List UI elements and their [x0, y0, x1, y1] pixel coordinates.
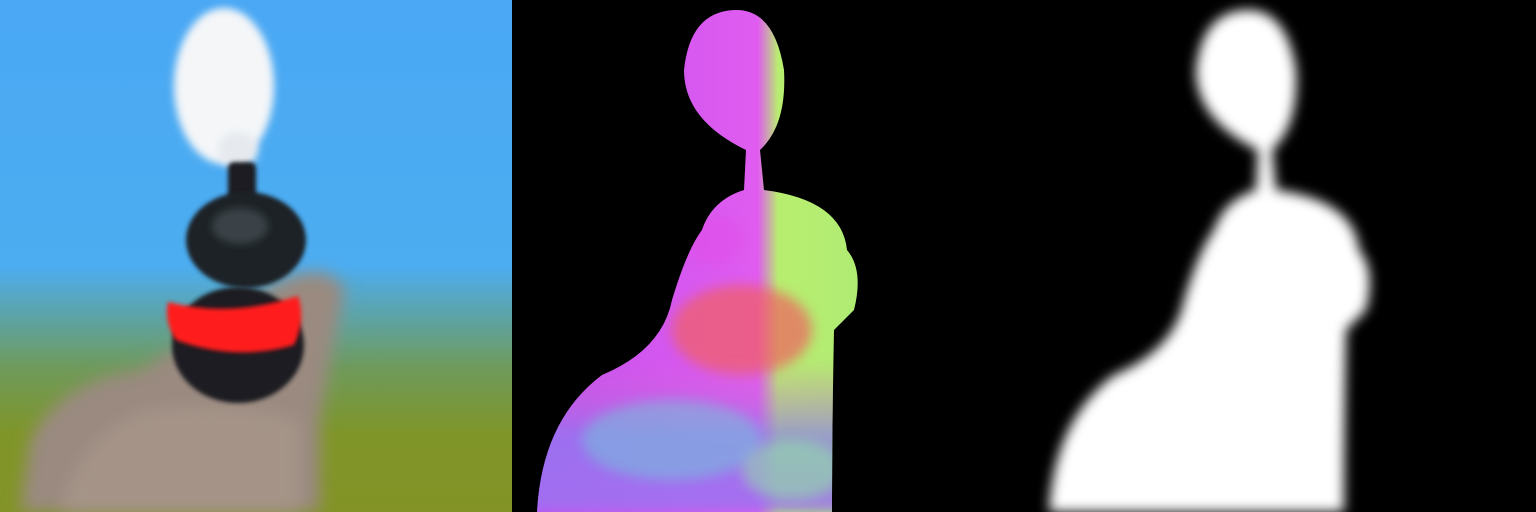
steam-plume [174, 8, 274, 164]
mask-silhouette [1049, 9, 1370, 512]
normal-map-panel [512, 0, 1024, 512]
rgb-render-panel [0, 0, 512, 512]
boiler-highlight [212, 208, 268, 244]
chimney [228, 162, 256, 202]
rgb-render-image [0, 0, 512, 512]
red-buffer-beam [167, 296, 302, 353]
alpha-mask-panel [1024, 0, 1536, 512]
steam-base [218, 132, 258, 168]
normal-map-image [512, 0, 1024, 512]
alpha-mask-image [1024, 0, 1536, 512]
smoke-cloud-lower [60, 406, 300, 512]
